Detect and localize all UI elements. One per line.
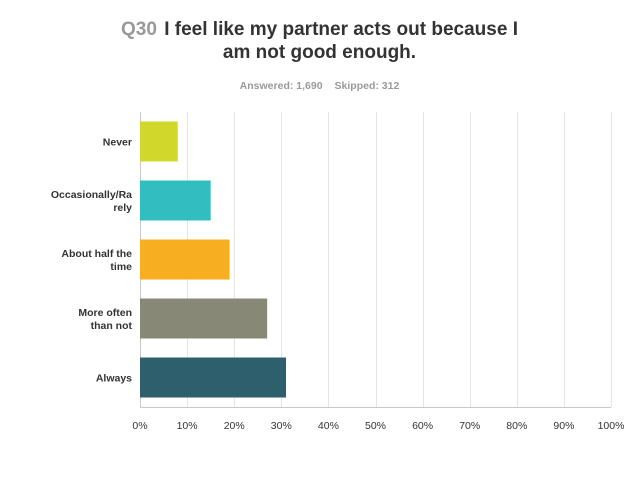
x-tick-label: 90%: [553, 420, 574, 432]
skipped-count: Skipped: 312: [334, 80, 400, 92]
x-tick-label: 30%: [271, 420, 292, 432]
category-label: More often than not: [78, 307, 132, 332]
bar[interactable]: [140, 180, 211, 221]
x-tick-label: 100%: [598, 420, 625, 432]
bar[interactable]: [140, 298, 268, 339]
category-labels: Never Occasionally/Ra rely About half the ti…: [51, 137, 133, 385]
bars: [140, 121, 287, 398]
x-axis-tick-labels: 0% 10% 20% 30% 40% 50% 60% 70% 80% 90% 100%: [132, 420, 624, 432]
x-tick-label: 50%: [365, 420, 386, 432]
question-number: Q30: [121, 19, 157, 40]
bar[interactable]: [140, 121, 178, 162]
x-tick-label: 20%: [224, 420, 245, 432]
category-label: Never: [103, 137, 132, 149]
chart-title: Q30 I feel like my partner acts out beca…: [0, 18, 639, 64]
answer-stats: Answered: 1,690 Skipped: 312: [0, 80, 639, 92]
question-text-line1: I feel like my partner acts out because …: [164, 19, 518, 40]
x-tick-label: 60%: [412, 420, 433, 432]
chart-title-block: Q30 I feel like my partner acts out beca…: [0, 18, 639, 64]
x-tick-label: 40%: [318, 420, 339, 432]
category-label: Occasionally/Ra rely: [51, 189, 132, 214]
x-tick-label: 10%: [177, 420, 198, 432]
question-text-line2: am not good enough.: [222, 42, 417, 63]
bar[interactable]: [140, 239, 230, 280]
x-tick-label: 0%: [132, 420, 147, 432]
category-label: Always: [96, 373, 132, 385]
x-tick-label: 70%: [459, 420, 480, 432]
bar[interactable]: [140, 357, 287, 398]
x-tick-label: 80%: [506, 420, 527, 432]
category-label: About half the time: [61, 248, 132, 273]
answered-count: Answered: 1,690: [239, 80, 323, 92]
